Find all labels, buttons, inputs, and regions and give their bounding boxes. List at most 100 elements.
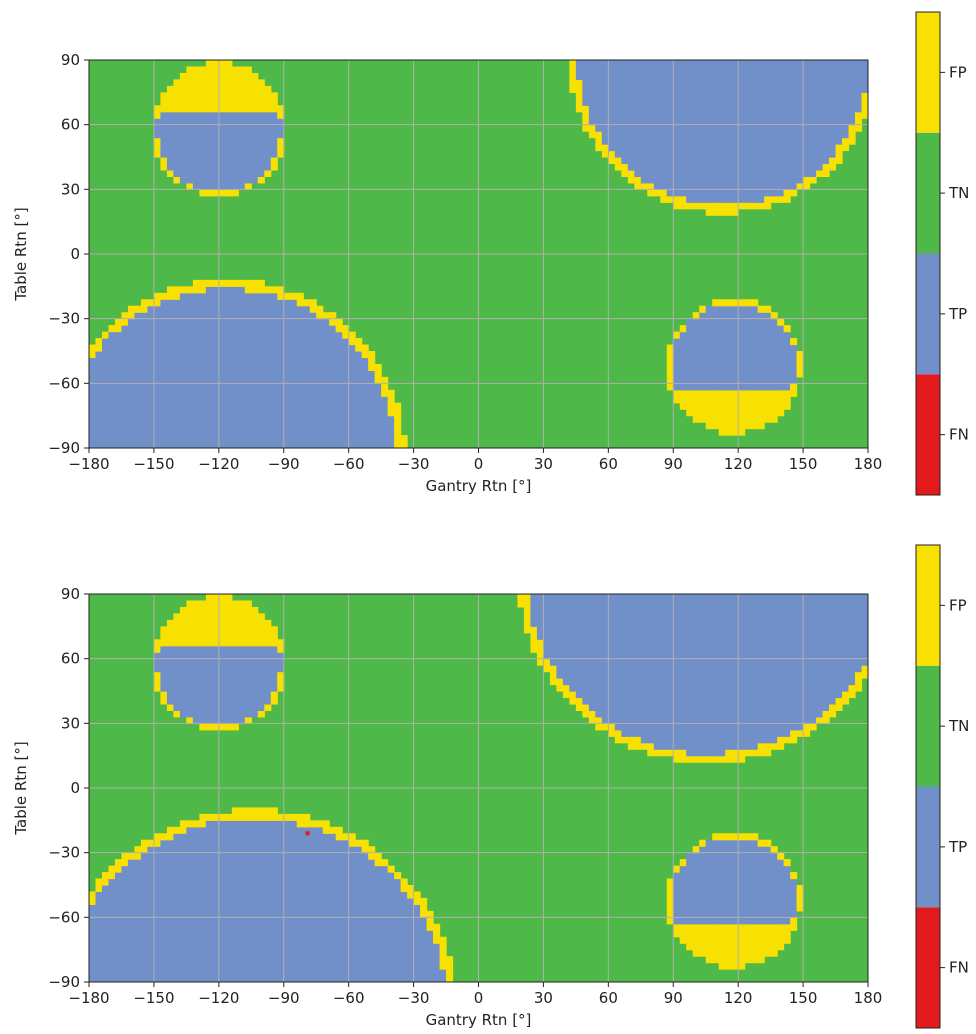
heatmap-cell-tp — [251, 865, 259, 873]
heatmap-cell-tp — [686, 665, 694, 673]
heatmap-cell-tp — [264, 969, 272, 977]
heatmap-cell-fp — [731, 202, 739, 210]
heatmap-cell-fp — [381, 389, 389, 397]
heatmap-cell-tp — [582, 92, 590, 100]
heatmap-cell-tp — [225, 331, 233, 339]
heatmap-cell-tp — [121, 344, 129, 352]
heatmap-cell-tp — [251, 697, 259, 705]
heatmap-cell-tp — [653, 124, 661, 132]
heatmap-cell-tp — [426, 936, 434, 944]
heatmap-cell-tp — [277, 305, 285, 313]
heatmap-cell-fp — [140, 839, 149, 847]
heatmap-cell-tp — [627, 684, 635, 692]
heatmap-cell-tp — [127, 318, 136, 326]
heatmap-cell-tp — [218, 949, 226, 957]
heatmap-cell-tp — [231, 163, 239, 171]
heatmap-cell-tp — [199, 150, 207, 158]
heatmap-cell-tp — [192, 435, 200, 443]
heatmap-cell-tp — [257, 839, 265, 847]
heatmap-cell-tp — [218, 325, 226, 333]
heatmap-cell-tp — [179, 930, 187, 938]
heatmap-cell-tp — [257, 402, 265, 410]
heatmap-cell-tp — [231, 897, 239, 905]
heatmap-cell-fp — [718, 299, 726, 307]
heatmap-cell-tp — [218, 292, 226, 300]
heatmap-cell-tp — [160, 351, 168, 359]
heatmap-cell-tp — [744, 351, 752, 359]
heatmap-cell-tp — [173, 910, 181, 918]
heatmap-cell-tp — [316, 363, 324, 371]
heatmap-cell-fp — [621, 163, 629, 171]
heatmap-cell-tp — [140, 357, 149, 365]
heatmap-cell-tp — [608, 710, 616, 718]
heatmap-cell-tp — [374, 865, 382, 873]
heatmap-cell-tp — [601, 60, 609, 68]
heatmap-cell-tp — [731, 85, 739, 93]
heatmap-cell-tp — [251, 936, 259, 944]
heatmap-cell-fp — [394, 409, 402, 417]
heatmap-cell-fp — [426, 917, 434, 925]
heatmap-cell-tp — [712, 363, 720, 371]
heatmap-cell-tp — [335, 357, 343, 365]
heatmap-cell-fp — [244, 85, 252, 93]
heatmap-cell-tp — [783, 163, 791, 171]
heatmap-cell-tp — [848, 98, 856, 106]
heatmap-cell-fp — [199, 279, 207, 287]
heatmap-cell-tp — [686, 910, 694, 918]
heatmap-cell-tp — [192, 376, 200, 384]
heatmap-cell-tp — [640, 703, 648, 711]
heatmap-cell-tp — [212, 852, 220, 860]
heatmap-cell-tp — [744, 363, 752, 371]
heatmap-cell-tp — [335, 904, 343, 912]
heatmap-cell-tp — [212, 897, 220, 905]
heatmap-cell-tp — [744, 92, 752, 100]
heatmap-cell-tp — [673, 684, 681, 692]
heatmap-cell-tp — [582, 79, 590, 87]
heatmap-cell-tp — [673, 872, 681, 880]
heatmap-cell-fp — [686, 202, 694, 210]
heatmap-cell-tp — [205, 710, 213, 718]
heatmap-cell-tp — [186, 163, 194, 171]
heatmap-cell-tp — [147, 415, 155, 423]
heatmap-cell-tp — [673, 189, 681, 197]
heatmap-cell-tp — [407, 897, 415, 905]
heatmap-cell-fp — [231, 813, 239, 821]
heatmap-cell-tp — [270, 338, 278, 346]
heatmap-cell-fp — [751, 396, 759, 404]
heatmap-cell-tp — [283, 409, 291, 417]
heatmap-cell-tp — [368, 389, 376, 397]
heatmap-cell-tp — [400, 943, 408, 951]
heatmap-cell-tp — [744, 137, 752, 145]
heatmap-cell-tp — [238, 118, 246, 126]
heatmap-cell-fp — [725, 202, 733, 210]
heatmap-cell-tp — [322, 344, 330, 352]
heatmap-cell-tp — [757, 338, 765, 346]
heatmap-cell-tp — [166, 697, 174, 705]
heatmap-cell-tp — [348, 344, 356, 352]
heatmap-cell-tp — [718, 594, 726, 602]
heatmap-cell-tp — [705, 176, 713, 184]
heatmap-cell-tp — [238, 325, 246, 333]
heatmap-cell-tp — [426, 969, 434, 977]
heatmap-cell-tp — [173, 671, 181, 679]
heatmap-cell-tp — [705, 92, 713, 100]
heatmap-cell-tp — [186, 645, 194, 653]
heatmap-cell-tp — [686, 157, 694, 165]
heatmap-cell-tp — [374, 904, 382, 912]
heatmap-cell-tp — [374, 435, 382, 443]
heatmap-cell-tp — [283, 338, 291, 346]
heatmap-cell-tp — [218, 435, 226, 443]
heatmap-cell-tp — [413, 949, 421, 957]
heatmap-cell-tp — [608, 606, 616, 614]
heatmap-cell-tp — [179, 969, 187, 977]
heatmap-cell-tp — [225, 678, 233, 686]
heatmap-cell-tp — [231, 697, 239, 705]
heatmap-cell-fp — [569, 60, 577, 68]
heatmap-cell-tp — [277, 846, 285, 854]
heatmap-cell-tp — [244, 826, 252, 834]
heatmap-cell-fp — [575, 98, 583, 106]
heatmap-cell-tp — [731, 111, 739, 119]
heatmap-cell-tp — [861, 60, 868, 68]
heatmap-cell-fp — [160, 626, 168, 634]
heatmap-cell-tp — [134, 897, 142, 905]
